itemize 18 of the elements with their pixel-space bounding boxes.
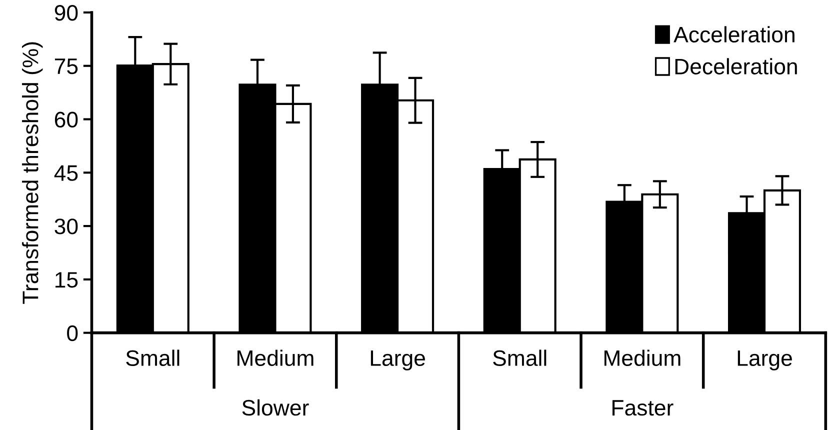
y-tick-label: 60 <box>54 112 78 128</box>
y-axis-title: Transformed threshold (%) <box>22 42 43 304</box>
y-tick-label: 0 <box>67 325 78 342</box>
x-tick-label: Large <box>738 350 792 370</box>
y-tick-label: 90 <box>54 5 78 21</box>
x-tick-label: Small <box>126 350 180 366</box>
x-tick-label: Medium <box>604 350 680 366</box>
x-tick-label: Small <box>493 350 546 366</box>
y-tick-label: 45 <box>54 165 78 181</box>
text: Faster <box>612 400 674 416</box>
x-tick-label: Medium <box>238 350 314 366</box>
legend-label: Acceleration <box>674 26 794 43</box>
y-tick-label: 75 <box>54 58 78 74</box>
legend-label: Deceleration <box>675 58 797 74</box>
y-tick-label: 30 <box>54 218 78 234</box>
text: Slower <box>242 399 309 416</box>
x-tick-label: Large <box>370 350 425 370</box>
y-tick-label: 15 <box>56 272 78 288</box>
